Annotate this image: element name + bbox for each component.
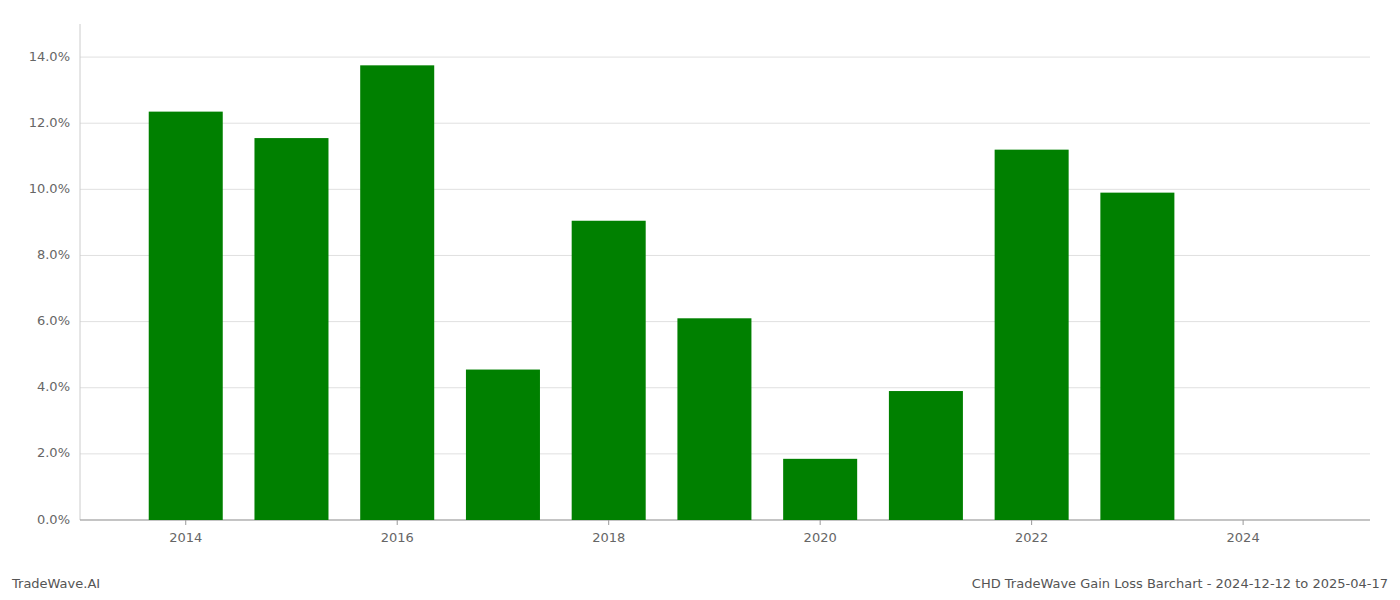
footer-text: TradeWave.AI [11,576,100,591]
bar [254,138,328,520]
x-tick [608,520,609,525]
y-tick-label: 14.0% [29,49,70,64]
y-axis-line [80,24,81,520]
chart-container: 0.0% 2.0% 4.0% 6.0% 8.0% 10.0% 12.0% 14.0% 2014 2… [0,0,1400,600]
chart-svg: 0.0% 2.0% 4.0% 6.0% 8.0% 10.0% 12.0% 14.0% 2014 2… [0,0,1400,600]
x-tick [185,520,186,525]
labels: 0.0% 2.0% 4.0% 6.0% 8.0% 10.0% 12.0% 14.0% 2014 2… [11,49,1388,591]
bar [889,391,963,520]
bar [677,318,751,520]
x-tick-label: 2022 [1015,530,1048,545]
bar [466,370,540,520]
x-tick-label: 2018 [592,530,625,545]
bar [360,65,434,520]
y-tick-label: 2.0% [37,445,70,460]
y-tick-label: 0.0% [37,512,70,527]
bar [783,459,857,520]
footer-text: CHD TradeWave Gain Loss Barchart - 2024-… [972,576,1388,591]
axes [80,24,1370,525]
y-tick-label: 4.0% [37,379,70,394]
bar [572,221,646,520]
bar [995,150,1069,520]
grid-line [80,123,1370,124]
bar [149,112,223,520]
x-tick-label: 2016 [381,530,414,545]
x-tick [1031,520,1032,525]
bar [1100,193,1174,520]
x-tick [397,520,398,525]
y-tick-label: 10.0% [29,181,70,196]
y-tick-label: 6.0% [37,313,70,328]
x-tick-label: 2020 [804,530,837,545]
grid-line [80,57,1370,58]
y-tick-label: 12.0% [29,115,70,130]
grid [80,57,1370,520]
x-tick-label: 2014 [169,530,202,545]
y-tick-label: 8.0% [37,247,70,262]
x-tick-label: 2024 [1227,530,1260,545]
bars [149,65,1175,520]
x-tick [820,520,821,525]
x-tick [1243,520,1244,525]
